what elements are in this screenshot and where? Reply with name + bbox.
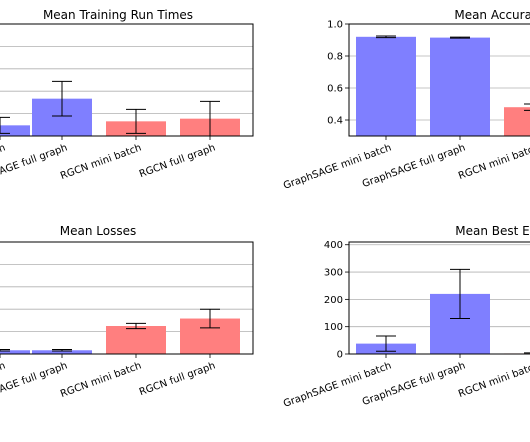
chart-title: Mean Best Epo <box>455 224 530 238</box>
y-tick-label: 200 <box>324 295 343 306</box>
chart-title: Mean Training Run Times <box>43 8 193 22</box>
x-tick-label: RGCN mini batch <box>457 142 530 182</box>
x-tick-label: GraphSAGE full graph <box>0 360 69 408</box>
chart-title: Mean Losses <box>60 224 136 238</box>
bar <box>0 350 30 354</box>
axes-frame <box>0 241 254 355</box>
x-tick-label: RGCN full graph <box>138 360 217 398</box>
bar <box>32 350 92 354</box>
y-tick-label: 0.8 <box>327 52 343 63</box>
y-tick-label: 0 <box>337 350 343 361</box>
axes-frame <box>0 23 254 137</box>
x-tick-label: RGCN mini batch <box>59 142 143 182</box>
axes-frame <box>348 23 530 137</box>
bar <box>0 125 30 136</box>
bar <box>356 36 416 136</box>
bar <box>504 107 530 136</box>
x-tick-label: RGCN mini batch <box>59 360 143 400</box>
x-tick-label: RGCN full graph <box>138 142 217 180</box>
y-tick-label: 100 <box>324 322 343 333</box>
y-tick-label: 0.6 <box>327 84 343 95</box>
x-tick-label: RGCN mini batch <box>457 360 530 400</box>
y-tick-label: 400 <box>324 240 343 251</box>
y-tick-label: 0.4 <box>327 116 343 127</box>
chart-title: Mean Accuracy <box>454 8 530 22</box>
bar <box>106 326 166 354</box>
bar <box>430 37 490 136</box>
y-tick-label: 300 <box>324 268 343 279</box>
axes-frame <box>348 241 530 355</box>
y-tick-label: 1.0 <box>327 20 343 31</box>
x-tick-label: GraphSAGE full graph <box>0 142 69 190</box>
